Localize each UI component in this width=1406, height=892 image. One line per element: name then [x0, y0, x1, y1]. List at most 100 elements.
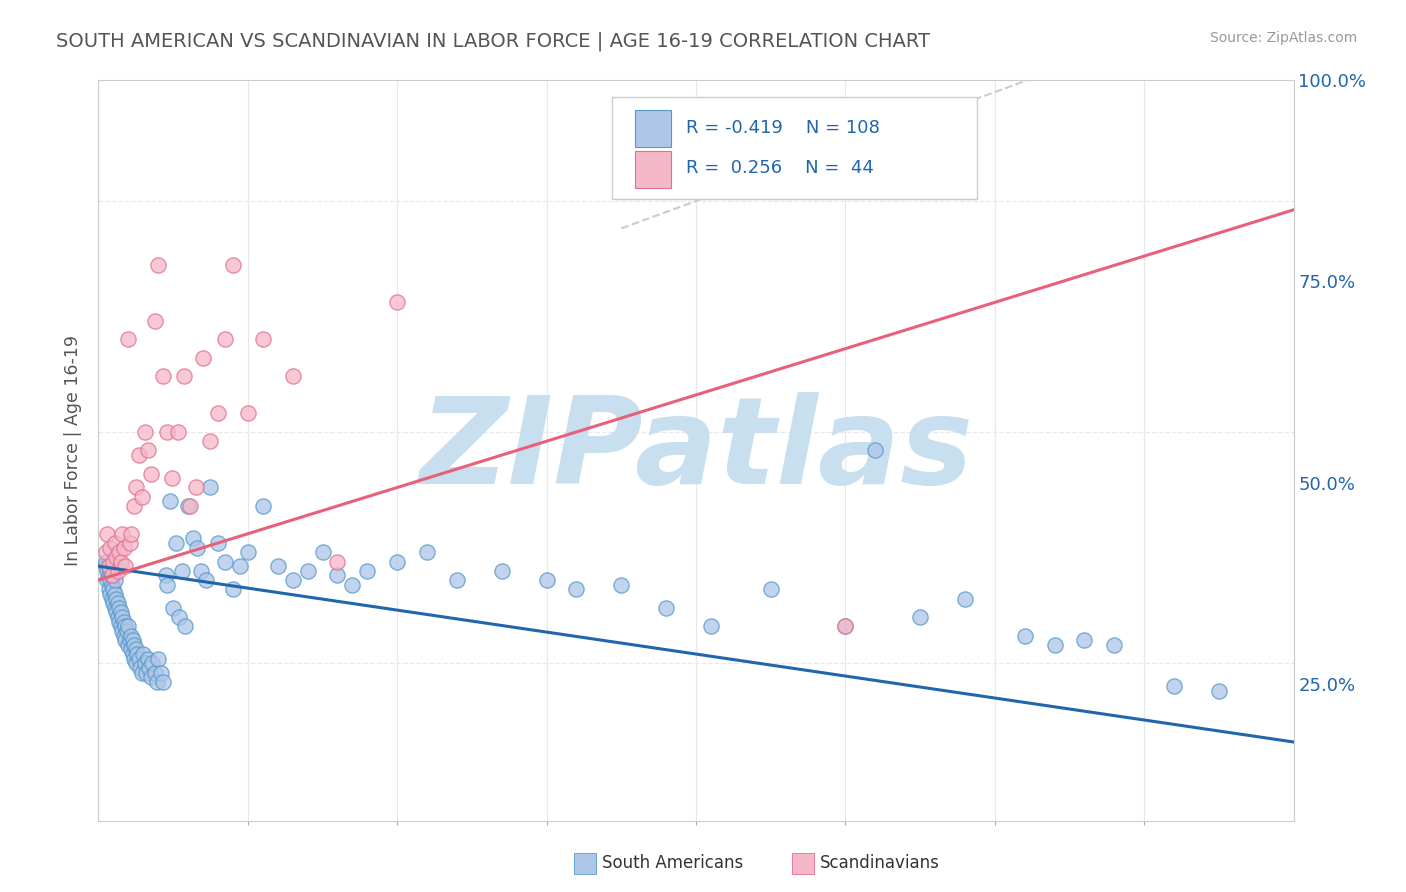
Point — [114, 559, 136, 574]
Point — [281, 369, 304, 384]
Point — [565, 582, 588, 597]
Point — [150, 665, 173, 680]
Point — [103, 582, 125, 597]
Point — [139, 670, 162, 684]
Point — [94, 555, 117, 569]
Point — [136, 443, 159, 458]
Point — [108, 600, 131, 615]
Point — [96, 573, 118, 587]
Point — [118, 536, 141, 550]
Point — [107, 564, 129, 578]
Point — [179, 499, 201, 513]
Point — [152, 674, 174, 689]
Point — [101, 568, 124, 582]
Point — [1073, 633, 1095, 648]
Point — [135, 665, 157, 680]
Point — [98, 564, 122, 578]
Point — [124, 638, 146, 652]
Point — [1043, 638, 1066, 652]
Point — [162, 600, 184, 615]
Point — [148, 259, 170, 273]
Point — [191, 351, 214, 365]
Point — [356, 564, 378, 578]
Point — [174, 619, 197, 633]
Point — [104, 573, 127, 587]
Point — [342, 577, 364, 591]
Point — [97, 559, 120, 574]
Point — [125, 657, 148, 671]
Point — [117, 638, 139, 652]
Text: Scandinavians: Scandinavians — [820, 855, 939, 872]
Point — [252, 499, 274, 513]
Point — [97, 582, 120, 597]
Point — [177, 499, 200, 513]
Point — [491, 564, 513, 578]
Point — [834, 619, 856, 633]
Point — [111, 526, 134, 541]
Point — [207, 407, 229, 421]
Point — [97, 559, 120, 574]
Point — [121, 633, 143, 648]
Point — [124, 651, 146, 665]
Point — [236, 407, 259, 421]
Point — [834, 619, 856, 633]
Point — [236, 545, 259, 559]
Point — [252, 333, 274, 347]
Point — [138, 661, 160, 675]
Point — [190, 564, 212, 578]
Point — [120, 526, 142, 541]
Point — [101, 568, 124, 582]
Point — [156, 577, 179, 591]
Point — [385, 555, 409, 569]
Point — [131, 490, 153, 504]
Point — [101, 591, 124, 606]
Point — [94, 559, 117, 574]
Point — [128, 651, 150, 665]
Point — [173, 369, 195, 384]
Point — [104, 587, 127, 601]
Point — [1104, 638, 1126, 652]
Point — [143, 314, 166, 328]
Point — [110, 606, 132, 620]
Point — [141, 657, 163, 671]
Point — [222, 582, 245, 597]
Point — [94, 545, 117, 559]
Point — [184, 480, 207, 494]
Point — [200, 434, 222, 449]
Point — [700, 619, 723, 633]
Point — [134, 657, 156, 671]
Point — [311, 545, 333, 559]
Point — [865, 443, 887, 458]
Point — [139, 467, 162, 481]
Point — [127, 647, 149, 661]
Point — [297, 564, 319, 578]
Point — [148, 651, 170, 665]
Point — [114, 619, 136, 633]
Point — [326, 555, 349, 569]
Point — [214, 555, 236, 569]
Point — [160, 471, 183, 485]
Y-axis label: In Labor Force | Age 16-19: In Labor Force | Age 16-19 — [63, 335, 82, 566]
Point — [1163, 680, 1185, 694]
Point — [105, 549, 128, 564]
Point — [105, 606, 128, 620]
Point — [156, 425, 179, 439]
Point — [159, 494, 181, 508]
Point — [111, 624, 134, 638]
Point — [953, 591, 976, 606]
Point — [112, 615, 135, 629]
Point — [108, 615, 131, 629]
Point — [446, 573, 468, 587]
Text: SOUTH AMERICAN VS SCANDINAVIAN IN LABOR FORCE | AGE 16-19 CORRELATION CHART: SOUTH AMERICAN VS SCANDINAVIAN IN LABOR … — [56, 31, 931, 51]
Point — [103, 568, 125, 582]
Point — [165, 536, 187, 550]
Point — [103, 596, 125, 610]
Point — [98, 541, 122, 555]
Point — [166, 425, 188, 439]
Point — [112, 541, 135, 555]
Point — [214, 333, 236, 347]
Point — [759, 582, 782, 597]
FancyBboxPatch shape — [613, 96, 977, 199]
Point — [229, 559, 252, 574]
Point — [172, 564, 194, 578]
